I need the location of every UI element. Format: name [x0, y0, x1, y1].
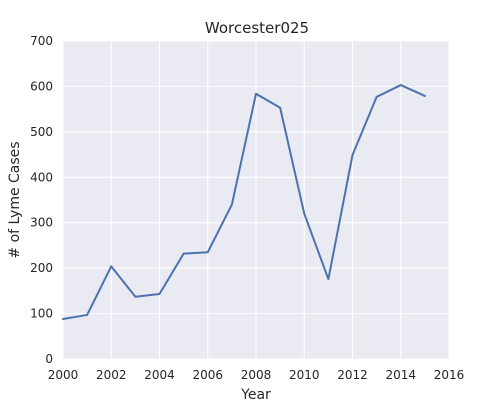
x-tick-label: 2012: [337, 368, 368, 382]
x-tick-label: 2004: [144, 368, 175, 382]
x-tick-label: 2000: [48, 368, 79, 382]
y-tick-label: 200: [30, 261, 53, 275]
x-axis-label: Year: [240, 387, 271, 400]
y-tick-label: 400: [30, 170, 53, 184]
y-tick-label: 0: [45, 352, 53, 366]
x-tick-label: 2010: [289, 368, 320, 382]
chart-title: Worcester025: [205, 19, 309, 37]
y-tick-label: 300: [30, 216, 53, 230]
x-tick-label: 2006: [192, 368, 223, 382]
x-tick-label: 2014: [385, 368, 416, 382]
x-tick-label: 2016: [434, 368, 465, 382]
y-tick-label: 500: [30, 125, 53, 139]
y-axis-label: # of Lyme Cases: [7, 141, 23, 258]
y-tick-label: 700: [30, 34, 53, 48]
y-tick-label: 100: [30, 307, 53, 321]
x-tick-label: 2008: [241, 368, 272, 382]
y-tick-label: 600: [30, 79, 53, 93]
y-axis-ticks: 0 100 200 300 400 500 600 700: [30, 34, 53, 366]
x-tick-label: 2002: [96, 368, 127, 382]
x-axis-ticks: 2000 2002 2004 2006 2008 2010 2012 2014 2016: [48, 368, 465, 382]
